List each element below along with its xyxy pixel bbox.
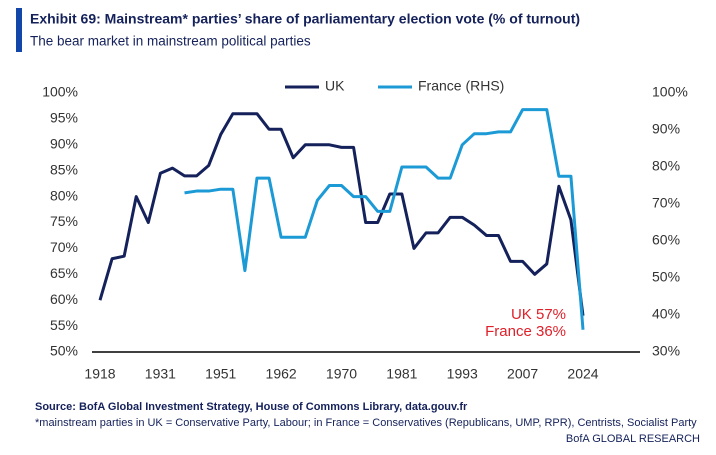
y2-tick-label: 40% bbox=[652, 306, 680, 322]
y-tick-label: 100% bbox=[42, 84, 78, 100]
y-tick-label: 75% bbox=[50, 213, 78, 229]
y2-tick-label: 70% bbox=[652, 195, 680, 211]
y2-tick-label: 50% bbox=[652, 269, 680, 285]
y2-tick-label: 60% bbox=[652, 232, 680, 248]
chart-title: Exhibit 69: Mainstream* parties’ share o… bbox=[30, 11, 580, 27]
y2-tick-label: 80% bbox=[652, 158, 680, 174]
x-tick-label: 1981 bbox=[386, 366, 417, 382]
y2-tick-label: 30% bbox=[652, 343, 680, 359]
annotation: France 36% bbox=[485, 323, 566, 340]
y-tick-label: 90% bbox=[50, 136, 78, 152]
y-tick-label: 95% bbox=[50, 110, 78, 126]
y-tick-label: 55% bbox=[50, 317, 78, 333]
y-tick-label: 80% bbox=[50, 187, 78, 203]
footnote: *mainstream parties in UK = Conservative… bbox=[35, 417, 697, 429]
y2-tick-label: 90% bbox=[652, 121, 680, 137]
x-tick-label: 1951 bbox=[205, 366, 236, 382]
y-tick-label: 50% bbox=[50, 343, 78, 359]
y-tick-label: 85% bbox=[50, 161, 78, 177]
annotation: UK 57% bbox=[511, 306, 566, 323]
credit: BofA GLOBAL RESEARCH bbox=[566, 433, 700, 445]
x-tick-label: 1970 bbox=[326, 366, 357, 382]
source: Source: BofA Global Investment Strategy,… bbox=[35, 401, 468, 413]
y2-tick-label: 100% bbox=[652, 84, 688, 100]
title-bar bbox=[16, 8, 22, 52]
y-tick-label: 70% bbox=[50, 239, 78, 255]
y-tick-label: 65% bbox=[50, 265, 78, 281]
line bbox=[184, 108, 585, 330]
x-tick-label: 1993 bbox=[447, 366, 478, 382]
legend-label: France (RHS) bbox=[418, 78, 504, 94]
chart-subtitle: The bear market in mainstream political … bbox=[30, 34, 311, 49]
x-tick-label: 1931 bbox=[145, 366, 176, 382]
x-tick-label: 1962 bbox=[266, 366, 297, 382]
x-tick-label: 2024 bbox=[567, 366, 598, 382]
x-tick-label: 2007 bbox=[507, 366, 538, 382]
line bbox=[98, 112, 585, 316]
legend-label: UK bbox=[325, 78, 345, 94]
x-tick-label: 1918 bbox=[84, 366, 115, 382]
y-tick-label: 60% bbox=[50, 291, 78, 307]
